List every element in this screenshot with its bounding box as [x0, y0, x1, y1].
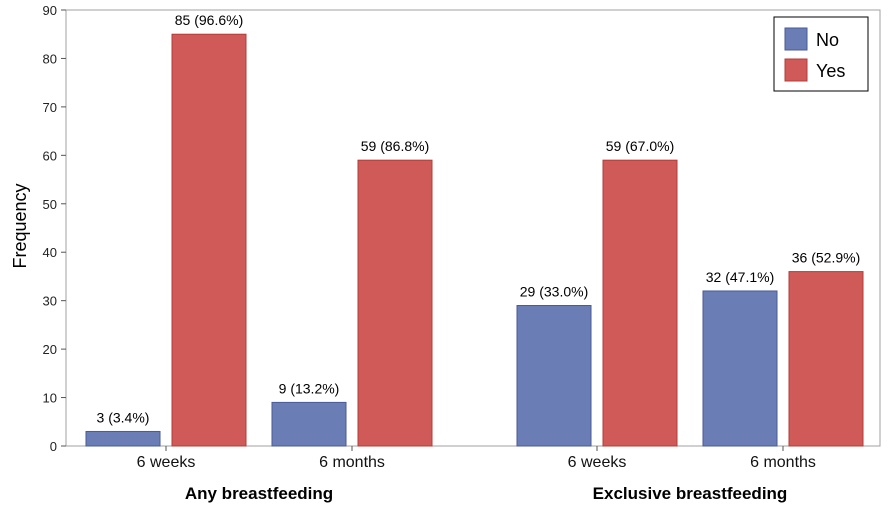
- legend-label-no: No: [816, 30, 839, 50]
- data-label: 3 (3.4%): [97, 409, 150, 425]
- bar-no: [271, 401, 347, 447]
- data-label: 32 (47.1%): [706, 269, 774, 285]
- x-category-label: 6 months: [750, 454, 816, 471]
- y-tick-label: 90: [43, 3, 57, 18]
- bar-no: [85, 430, 161, 447]
- y-tick-label: 40: [43, 245, 57, 260]
- y-tick-label: 30: [43, 294, 57, 309]
- y-tick-label: 50: [43, 197, 57, 212]
- y-tick-label: 0: [50, 439, 57, 454]
- y-tick-label: 80: [43, 51, 57, 66]
- y-tick-label: 60: [43, 148, 57, 163]
- data-label: 29 (33.0%): [520, 284, 588, 300]
- y-tick-label: 10: [43, 391, 57, 406]
- y-axis-title: Frequency: [10, 183, 30, 268]
- data-label: 59 (86.8%): [361, 138, 429, 154]
- y-tick-label: 20: [43, 342, 57, 357]
- bar-yes: [171, 33, 247, 447]
- plot-area: 0 10 20 30 40 50 60 70 80 90 3 (3.4%) 85 (96.6%) 6 w…: [43, 3, 881, 503]
- x-group-label: Any breastfeeding: [185, 484, 333, 503]
- bar-no: [702, 290, 778, 447]
- bar-no: [516, 305, 592, 447]
- x-category-label: 6 weeks: [137, 454, 196, 471]
- legend-swatch-no: [784, 27, 808, 51]
- x-category-label: 6 weeks: [568, 454, 627, 471]
- bar-yes: [357, 159, 433, 447]
- legend-swatch-yes: [784, 58, 808, 82]
- x-group-label: Exclusive breastfeeding: [593, 484, 788, 503]
- bar-yes: [602, 159, 678, 447]
- y-tick-label: 70: [43, 100, 57, 115]
- legend-label-yes: Yes: [816, 61, 845, 81]
- data-label: 36 (52.9%): [792, 250, 860, 266]
- x-category-label: 6 months: [319, 454, 385, 471]
- bar-yes: [788, 271, 864, 447]
- data-label: 85 (96.6%): [175, 12, 243, 28]
- plot-frame: [65, 9, 881, 447]
- data-label: 59 (67.0%): [606, 138, 674, 154]
- data-label: 9 (13.2%): [279, 380, 340, 396]
